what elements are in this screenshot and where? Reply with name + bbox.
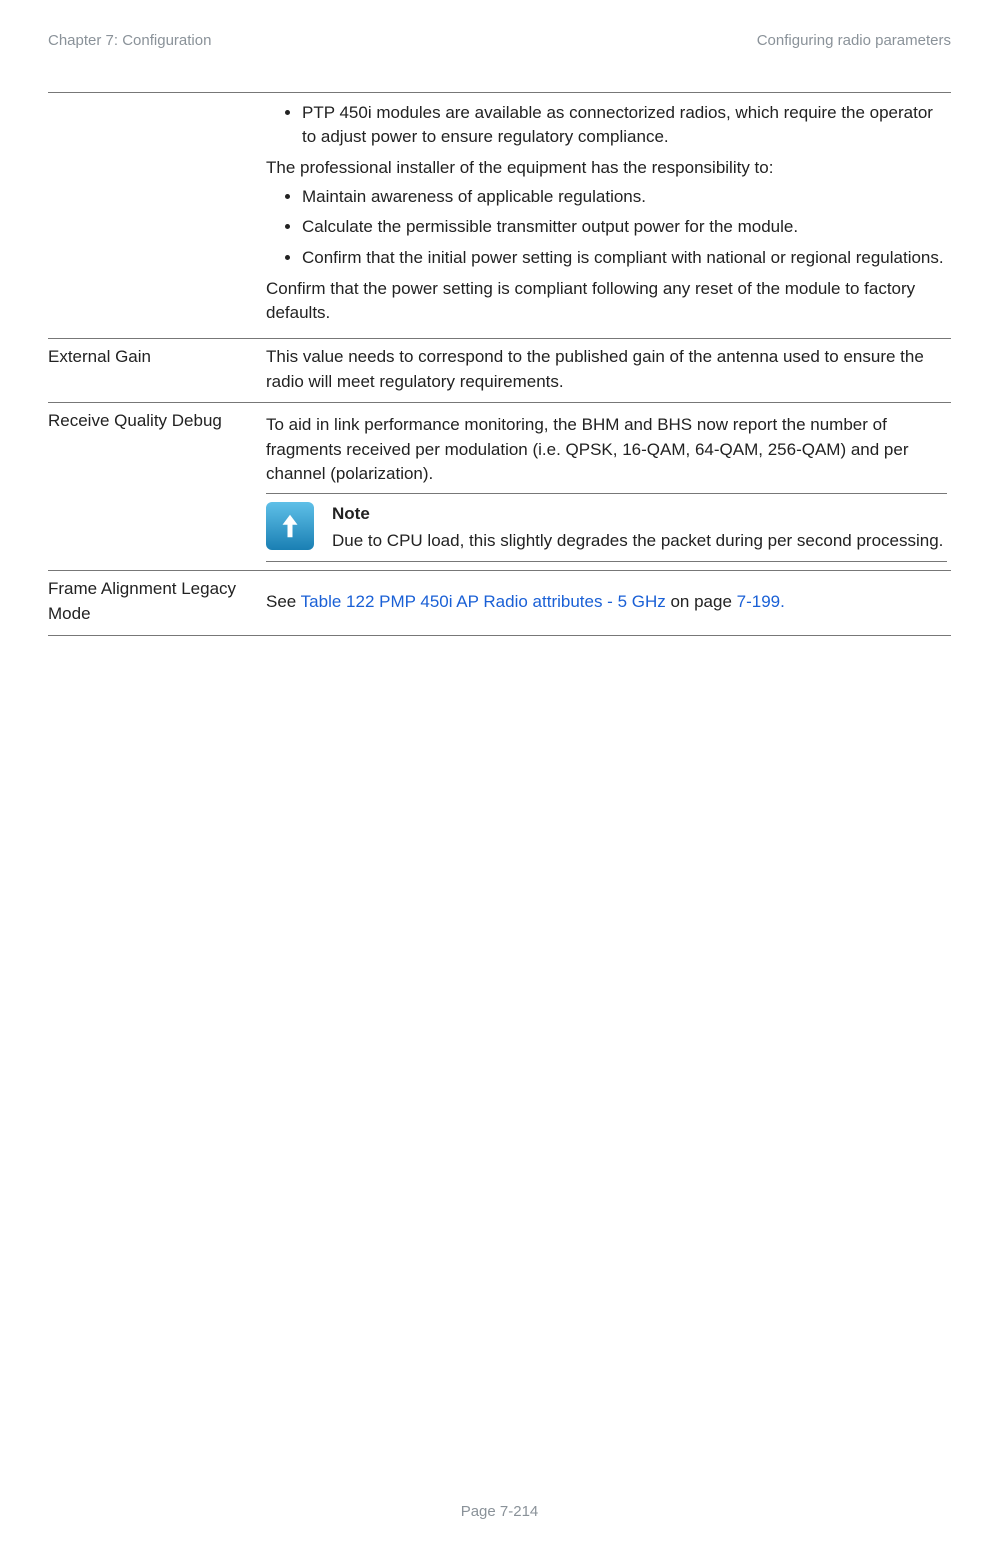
see-mid: on page [666,592,737,611]
attr-label: Receive Quality Debug [48,403,266,571]
table-row: Frame Alignment Legacy Mode See Table 12… [48,571,951,635]
attributes-table: PTP 450i modules are available as connec… [48,92,951,636]
attr-content: To aid in link performance monitoring, t… [266,403,951,571]
bullet-item: PTP 450i modules are available as connec… [302,101,947,150]
bullet-list: PTP 450i modules are available as connec… [266,101,947,150]
note-body: Due to CPU load, this slightly degrades … [332,529,947,554]
table-row: Receive Quality Debug To aid in link per… [48,403,951,571]
header-section: Configuring radio parameters [757,30,951,52]
attr-label: Frame Alignment Legacy Mode [48,571,266,635]
attr-content: See Table 122 PMP 450i AP Radio attribut… [266,571,951,635]
page-header: Chapter 7: Configuration Configuring rad… [48,30,951,52]
table-row: PTP 450i modules are available as connec… [48,92,951,338]
attr-content: This value needs to correspond to the pu… [266,338,951,402]
header-chapter: Chapter 7: Configuration [48,30,211,52]
paragraph: Confirm that the power setting is compli… [266,277,947,326]
page-footer: Page 7-214 [0,1501,999,1523]
note-content: Note Due to CPU load, this slightly degr… [332,502,947,553]
paragraph: To aid in link performance monitoring, t… [266,413,947,487]
bullet-item: Confirm that the initial power setting i… [302,246,947,271]
table-link[interactable]: Table 122 PMP 450i AP Radio attributes -… [301,592,666,611]
attr-label: External Gain [48,338,266,402]
paragraph: The professional installer of the equipm… [266,156,947,181]
attr-label-empty [48,92,266,338]
bullet-list: Maintain awareness of applicable regulat… [266,185,947,271]
table-row: External Gain This value needs to corres… [48,338,951,402]
page-link[interactable]: 7-199. [737,592,785,611]
see-prefix: See [266,592,301,611]
page-number: Page 7-214 [461,1503,539,1520]
bullet-item: Maintain awareness of applicable regulat… [302,185,947,210]
note-title: Note [332,502,947,527]
note-icon [266,502,314,550]
note-callout: Note Due to CPU load, this slightly degr… [266,493,947,562]
bullet-item: Calculate the permissible transmitter ou… [302,215,947,240]
attr-content: PTP 450i modules are available as connec… [266,92,951,338]
